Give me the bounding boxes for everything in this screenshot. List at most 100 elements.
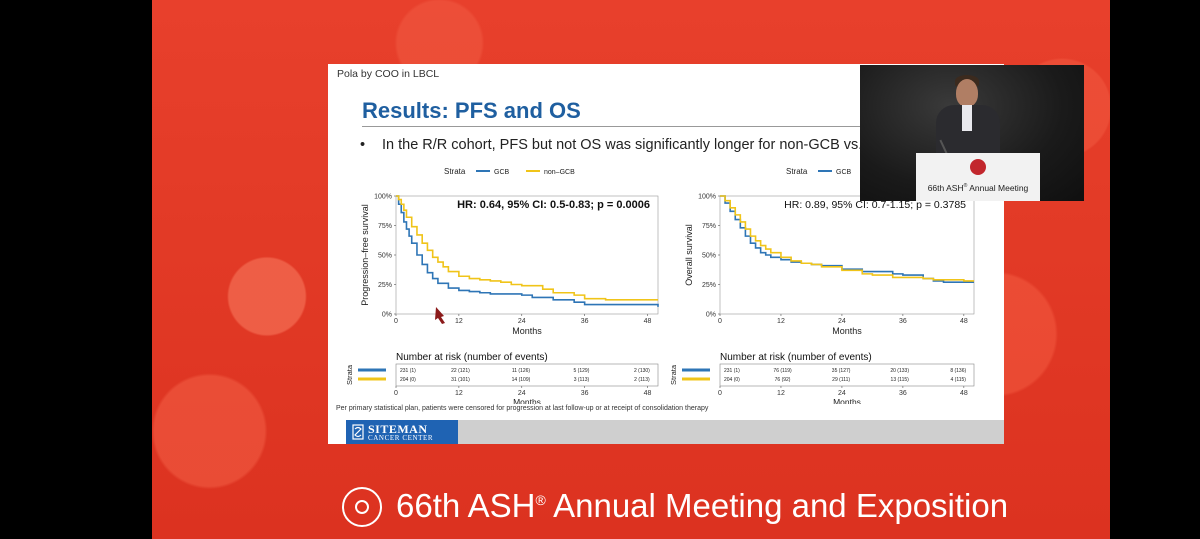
hazard-ratio-text: HR: 0.64, 95% CI: 0.5-0.83; p = 0.0006 <box>457 199 650 211</box>
slide-header: Pola by COO in LBCL <box>337 68 440 80</box>
risk-table-frame <box>395 363 659 387</box>
risk-cell: 29 (111) <box>832 377 850 383</box>
risk-x-tick-label: 0 <box>394 390 398 397</box>
x-axis-label: Months <box>512 326 542 336</box>
podium-text-main: 66th ASH <box>927 183 964 193</box>
series-line-nongcb <box>720 195 974 282</box>
legend-label-0: GCB <box>494 169 510 176</box>
y-tick-label: 50% <box>702 253 716 260</box>
risk-cell: 11 (126) <box>512 368 531 374</box>
risk-cell: 31 (101) <box>451 377 470 383</box>
risk-table-title: Number at risk (number of events) <box>720 352 872 363</box>
y-tick-label: 25% <box>378 282 392 289</box>
risk-table-frame <box>719 363 975 387</box>
risk-cell: 13 (115) <box>891 377 910 383</box>
risk-cell: 3 (113) <box>574 377 590 383</box>
y-tick-label: 0% <box>382 312 392 319</box>
footnote: Per primary statistical plan, patients w… <box>336 405 709 412</box>
risk-cell: 35 (127) <box>832 368 851 374</box>
banner-suffix: Annual Meeting and Exposition <box>545 487 1009 524</box>
x-tick-label: 24 <box>838 318 846 325</box>
bullet-dot: • <box>360 137 366 153</box>
risk-cell: 20 (133) <box>890 368 909 374</box>
banner-prefix: 66th ASH <box>396 487 536 524</box>
legend-title: Strata <box>444 167 466 176</box>
legend-label-1: non–GCB <box>544 169 575 176</box>
risk-cell: 204 (0) <box>724 377 740 383</box>
risk-cell: 76 (119) <box>773 368 792 374</box>
plot-frame <box>719 195 975 315</box>
risk-cell: 5 (129) <box>574 368 590 374</box>
y-axis-label: Progression–free survival <box>360 204 370 306</box>
podium: 66th ASH® Annual Meeting <box>916 153 1040 201</box>
risk-x-tick-label: 12 <box>777 390 785 397</box>
bullet-text: In the R/R cohort, PFS but not OS was si… <box>382 137 935 153</box>
risk-cell: 14 (109) <box>512 377 531 383</box>
x-axis-label: Months <box>832 326 862 336</box>
podium-text: 66th ASH® Annual Meeting <box>916 183 1040 193</box>
risk-cell: 2 (130) <box>634 368 650 374</box>
risk-strata-label: Strata <box>669 364 678 385</box>
series-line-gcb <box>396 195 659 307</box>
slide-title: Results: PFS and OS <box>362 98 581 123</box>
risk-x-tick-label: 24 <box>838 390 846 397</box>
x-tick-label: 48 <box>960 318 968 325</box>
ash-emblem-icon <box>342 487 382 527</box>
km-charts: Strata GCB non–GCB 0% 25% 50% 75% 100% 0 12 24 36 48… <box>345 167 975 404</box>
podium-logo-icon <box>970 159 986 175</box>
legend-title: Strata <box>786 167 808 176</box>
risk-cell: 8 (136) <box>950 368 966 374</box>
risk-x-tick-label: 0 <box>718 390 722 397</box>
risk-x-tick-label: 12 <box>455 390 463 397</box>
legend-label-0: GCB <box>836 169 852 176</box>
meeting-banner: 66th ASH® Annual Meeting and Exposition <box>396 487 1008 525</box>
risk-table-title: Number at risk (number of events) <box>396 352 548 363</box>
risk-x-tick-label: 48 <box>644 390 652 397</box>
footer-strip <box>458 420 1004 444</box>
risk-cell: 231 (1) <box>400 368 416 374</box>
x-tick-label: 0 <box>394 318 398 325</box>
risk-x-tick-label: 36 <box>899 390 907 397</box>
logo-line1: SITEMAN <box>368 422 428 436</box>
risk-cell: 4 (115) <box>950 377 966 383</box>
title-divider <box>362 126 970 127</box>
x-tick-label: 48 <box>644 318 652 325</box>
x-tick-label: 24 <box>518 318 526 325</box>
logo-line2: CANCER CENTER <box>368 434 434 442</box>
siteman-mark-icon <box>352 424 364 440</box>
risk-x-tick-label: 48 <box>960 390 968 397</box>
risk-cell: 204 (0) <box>400 377 416 383</box>
bullet-point: • In the R/R cohort, PFS but not OS was s… <box>360 137 935 153</box>
banner-registered: ® <box>535 492 546 508</box>
risk-strata-label: Strata <box>345 364 354 385</box>
risk-cell: 2 (113) <box>634 377 650 383</box>
pointer-cursor-icon <box>435 307 445 324</box>
y-tick-label: 75% <box>378 223 392 230</box>
series-line-nongcb <box>396 195 658 301</box>
risk-x-tick-label: 24 <box>518 390 526 397</box>
risk-x-axis-label: Months <box>833 397 861 404</box>
x-tick-label: 12 <box>455 318 463 325</box>
y-tick-label: 75% <box>702 223 716 230</box>
x-tick-label: 36 <box>899 318 907 325</box>
risk-x-tick-label: 36 <box>581 390 589 397</box>
x-tick-label: 12 <box>777 318 785 325</box>
risk-cell: 231 (1) <box>724 368 740 374</box>
plot-frame <box>395 195 659 315</box>
y-tick-label: 100% <box>698 194 716 201</box>
x-tick-label: 0 <box>718 318 722 325</box>
podium-text-sup: ® <box>963 183 968 190</box>
siteman-logo: SITEMAN CANCER CENTER <box>346 420 458 444</box>
speaker-video: 66th ASH® Annual Meeting <box>860 65 1084 201</box>
x-tick-label: 36 <box>581 318 589 325</box>
hazard-ratio-text: HR: 0.89, 95% CI: 0.7-1.15; p = 0.3785 <box>784 199 966 211</box>
risk-cell: 22 (121) <box>451 368 470 374</box>
y-tick-label: 25% <box>702 282 716 289</box>
risk-cell: 76 (92) <box>775 377 791 383</box>
speaker-collar <box>962 105 972 131</box>
y-tick-label: 100% <box>374 194 392 201</box>
podium-text-rest: Annual Meeting <box>967 183 1029 193</box>
speaker-head <box>956 79 978 107</box>
y-tick-label: 50% <box>378 253 392 260</box>
y-tick-label: 0% <box>706 312 716 319</box>
